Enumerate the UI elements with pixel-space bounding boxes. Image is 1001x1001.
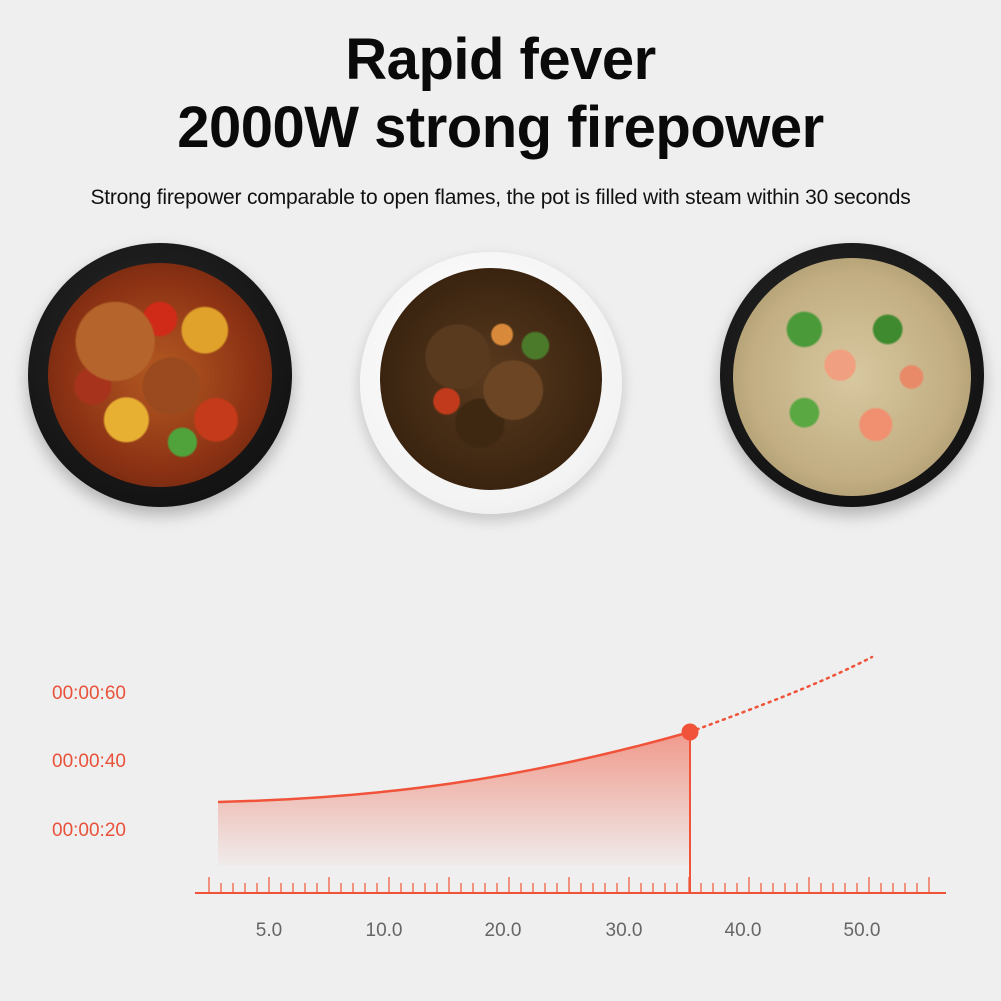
area-fill — [218, 732, 690, 866]
highlight-point — [681, 723, 699, 741]
subtitle: Strong firepower comparable to open flam… — [90, 186, 911, 209]
series-line-solid — [217, 730, 691, 804]
x-tick-label: 5.0 — [256, 920, 282, 941]
series-line-dotted — [688, 655, 874, 734]
x-tick-label: 50.0 — [844, 920, 881, 941]
x-tick-label: 10.0 — [366, 920, 403, 941]
x-tick-label: 20.0 — [485, 920, 522, 941]
y-tick-label: 00:00:20 — [52, 820, 126, 841]
dish-chicken-image — [48, 263, 272, 487]
x-axis-ticks — [208, 877, 930, 893]
dish-fried-rice-image — [733, 258, 971, 496]
x-tick-label: 30.0 — [606, 920, 643, 941]
headline-line-2: 2000W strong firepower — [177, 95, 824, 160]
heating-time-chart: 00:00:60 00:00:40 00:00:20 5.0 10.0 20.0… — [52, 655, 946, 941]
x-tick-label: 40.0 — [725, 920, 762, 941]
y-tick-label: 00:00:60 — [52, 683, 126, 704]
y-tick-label: 00:00:40 — [52, 751, 126, 772]
dish-stirfry-image — [380, 268, 602, 490]
headline-line-1: Rapid fever — [345, 27, 656, 92]
